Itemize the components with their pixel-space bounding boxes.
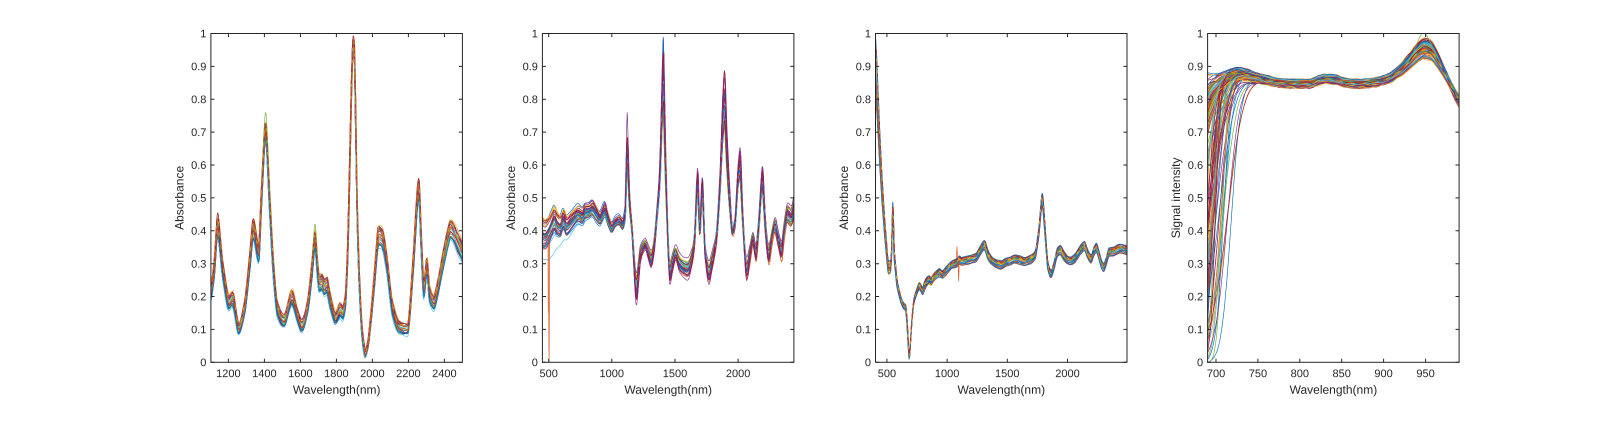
svg-text:850: 850: [1333, 368, 1351, 380]
svg-text:0.5: 0.5: [1188, 193, 1203, 205]
svg-text:Absorbance: Absorbance: [172, 166, 186, 230]
svg-text:1: 1: [865, 28, 871, 40]
svg-text:0.2: 0.2: [1188, 291, 1203, 303]
svg-text:800: 800: [1291, 368, 1309, 380]
svg-text:0.3: 0.3: [191, 259, 206, 271]
svg-text:0.2: 0.2: [191, 291, 206, 303]
svg-text:1200: 1200: [216, 368, 240, 380]
svg-text:0.3: 0.3: [523, 259, 538, 271]
svg-text:0.4: 0.4: [191, 226, 206, 238]
svg-text:700: 700: [1207, 368, 1225, 380]
svg-text:Absorbance: Absorbance: [504, 166, 518, 230]
svg-text:1600: 1600: [288, 368, 312, 380]
svg-text:1000: 1000: [935, 368, 959, 380]
svg-text:0: 0: [532, 357, 538, 369]
svg-text:0.8: 0.8: [856, 94, 871, 106]
svg-text:1: 1: [1197, 28, 1203, 40]
svg-text:Signal intensity: Signal intensity: [1169, 158, 1183, 239]
svg-text:0.8: 0.8: [191, 94, 206, 106]
svg-text:1500: 1500: [995, 368, 1019, 380]
svg-text:2000: 2000: [1055, 368, 1079, 380]
svg-text:0.9: 0.9: [191, 61, 206, 73]
svg-text:Absorbance: Absorbance: [837, 166, 851, 230]
svg-text:0.2: 0.2: [523, 291, 538, 303]
svg-text:0.9: 0.9: [856, 61, 871, 73]
svg-text:1500: 1500: [663, 368, 687, 380]
svg-text:900: 900: [1374, 368, 1392, 380]
svg-text:0.5: 0.5: [191, 193, 206, 205]
svg-text:750: 750: [1249, 368, 1267, 380]
svg-text:0.1: 0.1: [1188, 324, 1203, 336]
svg-text:0.7: 0.7: [523, 127, 538, 139]
svg-text:0: 0: [1197, 357, 1203, 369]
svg-text:0.7: 0.7: [191, 127, 206, 139]
svg-text:0: 0: [865, 357, 871, 369]
svg-text:Wavelength(nm): Wavelength(nm): [624, 383, 712, 397]
svg-text:1: 1: [200, 28, 206, 40]
svg-text:0.7: 0.7: [856, 127, 871, 139]
svg-text:0.1: 0.1: [191, 324, 206, 336]
svg-text:1000: 1000: [600, 368, 624, 380]
svg-text:0.6: 0.6: [191, 160, 206, 172]
svg-text:2000: 2000: [360, 368, 384, 380]
svg-text:2000: 2000: [726, 368, 750, 380]
svg-text:0.6: 0.6: [856, 160, 871, 172]
svg-text:0.4: 0.4: [1188, 226, 1203, 238]
svg-text:Wavelength(nm): Wavelength(nm): [293, 383, 381, 397]
svg-text:0.1: 0.1: [523, 324, 538, 336]
svg-text:950: 950: [1416, 368, 1434, 380]
svg-text:2400: 2400: [432, 368, 456, 380]
svg-text:0.8: 0.8: [523, 94, 538, 106]
svg-text:0.7: 0.7: [1188, 127, 1203, 139]
svg-text:0.3: 0.3: [856, 259, 871, 271]
svg-text:0: 0: [200, 357, 206, 369]
svg-text:0.9: 0.9: [523, 61, 538, 73]
svg-text:0.6: 0.6: [1188, 160, 1203, 172]
svg-text:Wavelength(nm): Wavelength(nm): [958, 383, 1046, 397]
svg-text:0.4: 0.4: [523, 226, 538, 238]
svg-text:0.8: 0.8: [1188, 94, 1203, 106]
svg-text:2200: 2200: [396, 368, 420, 380]
svg-text:0.4: 0.4: [856, 226, 871, 238]
svg-text:0.1: 0.1: [856, 324, 871, 336]
svg-text:0.3: 0.3: [1188, 259, 1203, 271]
svg-text:0.5: 0.5: [856, 193, 871, 205]
svg-text:0.2: 0.2: [856, 291, 871, 303]
svg-text:500: 500: [540, 368, 558, 380]
svg-text:0.5: 0.5: [523, 193, 538, 205]
svg-text:1800: 1800: [324, 368, 348, 380]
svg-text:1: 1: [532, 28, 538, 40]
svg-text:0.9: 0.9: [1188, 61, 1203, 73]
svg-text:500: 500: [878, 368, 896, 380]
svg-text:1400: 1400: [252, 368, 276, 380]
svg-text:0.6: 0.6: [523, 160, 538, 172]
svg-text:Wavelength(nm): Wavelength(nm): [1290, 383, 1378, 397]
